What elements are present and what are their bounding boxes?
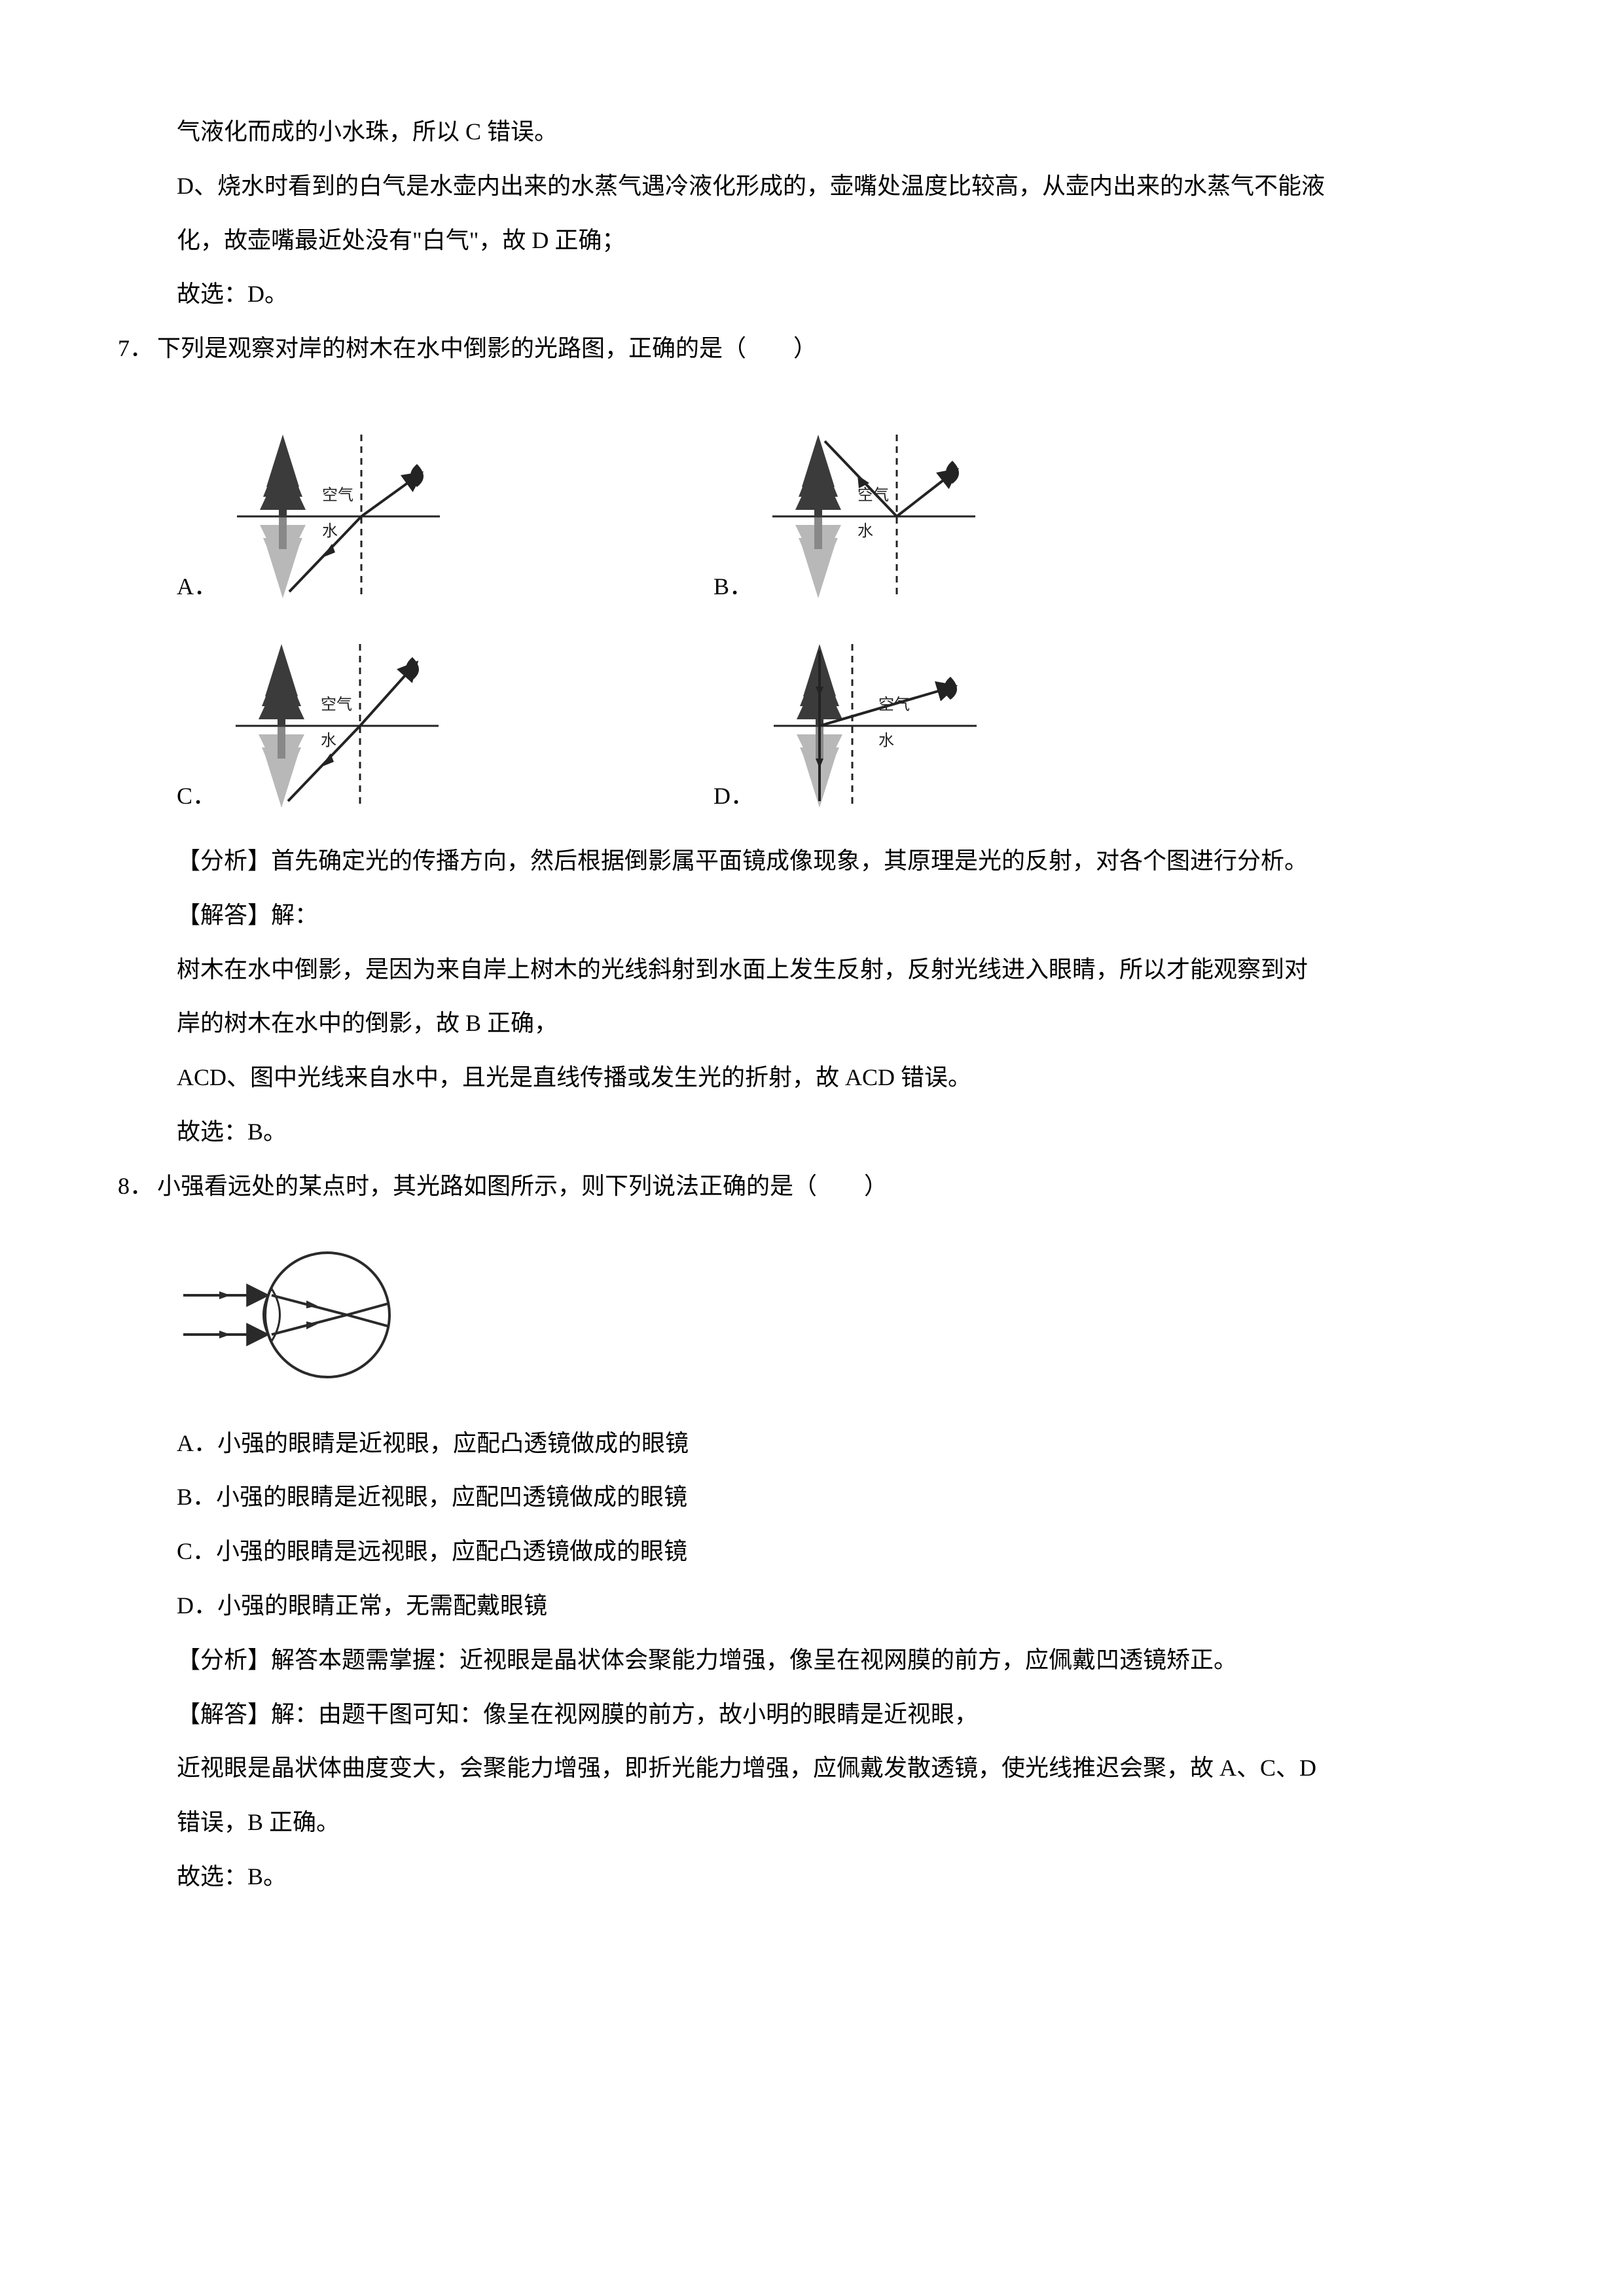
q7-diagram-b: 空气 水 [766,415,982,605]
q8-opt-a: A．小强的眼睛是近视眼，应配凸透镜做成的眼镜 [118,1416,1506,1471]
svg-text:水: 水 [857,522,873,540]
q7-stem-line: 7．下列是观察对岸的树木在水中倒影的光路图，正确的是（ ） [118,321,1506,376]
q8-s1: 解：由题干图可知：像呈在视网膜的前方，故小明的眼睛是近视眼， [271,1701,978,1727]
svg-text:空气: 空气 [878,696,910,713]
svg-text:空气: 空气 [321,696,352,713]
intro-line-2: D、烧水时看到的白气是水壶内出来的水蒸气遇冷液化形成的，壶嘴处温度比较高，从壶内… [118,159,1506,213]
q7-number: 7． [118,321,157,376]
q8-analysis: 【分析】解答本题需掌握：近视眼是晶状体会聚能力增强，像呈在视网膜的前方，应佩戴凹… [118,1633,1506,1687]
q7-solve-head: 【解答】解： [118,888,1506,942]
q7-option-d: D． [713,605,1250,814]
q8-s4: 故选：B。 [118,1850,1506,1904]
svg-text:水: 水 [322,522,338,540]
q7-label-d: D． [713,784,754,814]
q7-analysis: 【分析】首先确定光的传播方向，然后根据倒影属平面镜成像现象，其原理是光的反射，对… [118,834,1506,888]
q8-analysis-text: 解答本题需掌握：近视眼是晶状体会聚能力增强，像呈在视网膜的前方，应佩戴凹透镜矫正… [271,1647,1237,1673]
q7-stem: 下列是观察对岸的树木在水中倒影的光路图，正确的是（ ） [157,335,817,361]
q7-label-b: B． [713,575,753,605]
q8-s3: 错误，B 正确。 [118,1795,1506,1850]
q7-label-c: C． [177,784,216,814]
q7-s2: 岸的树木在水中的倒影，故 B 正确， [118,996,1506,1050]
q8-opt-d: D．小强的眼睛正常，无需配戴眼镜 [118,1579,1506,1633]
analysis-label: 【分析】 [177,1647,271,1673]
q7-option-b: B． [713,395,1250,605]
q7-solve-head-text: 解： [271,902,318,928]
q7-analysis-text: 首先确定光的传播方向，然后根据倒影属平面镜成像现象，其原理是光的反射，对各个图进… [271,848,1308,874]
page: 气液化而成的小水珠，所以 C 错误。 D、烧水时看到的白气是水壶内出来的水蒸气遇… [0,0,1624,2296]
q8-stem-line: 8．小强看远处的某点时，其光路如图所示，则下列说法正确的是（ ） [118,1159,1506,1213]
solve-label: 【解答】 [177,1701,271,1727]
q8-opt-c: C．小强的眼睛是远视眼，应配凸透镜做成的眼镜 [118,1524,1506,1579]
intro-line-3: 化，故壶嘴最近处没有"白气"，故 D 正确； [118,213,1506,268]
q7-option-a: A． [177,395,713,605]
q8-stem: 小强看远处的某点时，其光路如图所示，则下列说法正确的是（ ） [157,1173,888,1199]
solve-label: 【解答】 [177,902,271,928]
q8-number: 8． [118,1159,157,1213]
svg-text:水: 水 [321,732,336,749]
q8-eye-diagram [177,1233,419,1397]
svg-text:空气: 空气 [322,486,353,504]
svg-text:水: 水 [878,732,894,749]
q7-s4: 故选：B。 [118,1105,1506,1159]
q8-s2: 近视眼是晶状体曲度变大，会聚能力增强，即折光能力增强，应佩戴发散透镜，使光线推迟… [118,1741,1506,1795]
q8-s1-line: 【解答】解：由题干图可知：像呈在视网膜的前方，故小明的眼睛是近视眼， [118,1687,1506,1742]
intro-line-4: 故选：D。 [118,267,1506,321]
q7-diagram-a: 空气 水 [230,415,446,605]
q7-label-a: A． [177,575,217,605]
q7-options: A． [118,395,1506,814]
q7-option-c: C． [177,605,713,814]
q7-diagram-c: 空气 水 [229,624,445,814]
q7-s1: 树木在水中倒影，是因为来自岸上树木的光线斜射到水面上发生反射，反射光线进入眼睛，… [118,942,1506,997]
q7-s3: ACD、图中光线来自水中，且光是直线传播或发生光的折射，故 ACD 错误。 [118,1050,1506,1105]
svg-text:空气: 空气 [857,486,889,504]
intro-line-1: 气液化而成的小水珠，所以 C 错误。 [118,105,1506,159]
q7-diagram-d: 空气 水 [767,624,983,814]
q8-opt-b: B．小强的眼睛是近视眼，应配凹透镜做成的眼镜 [118,1470,1506,1524]
analysis-label: 【分析】 [177,848,271,874]
